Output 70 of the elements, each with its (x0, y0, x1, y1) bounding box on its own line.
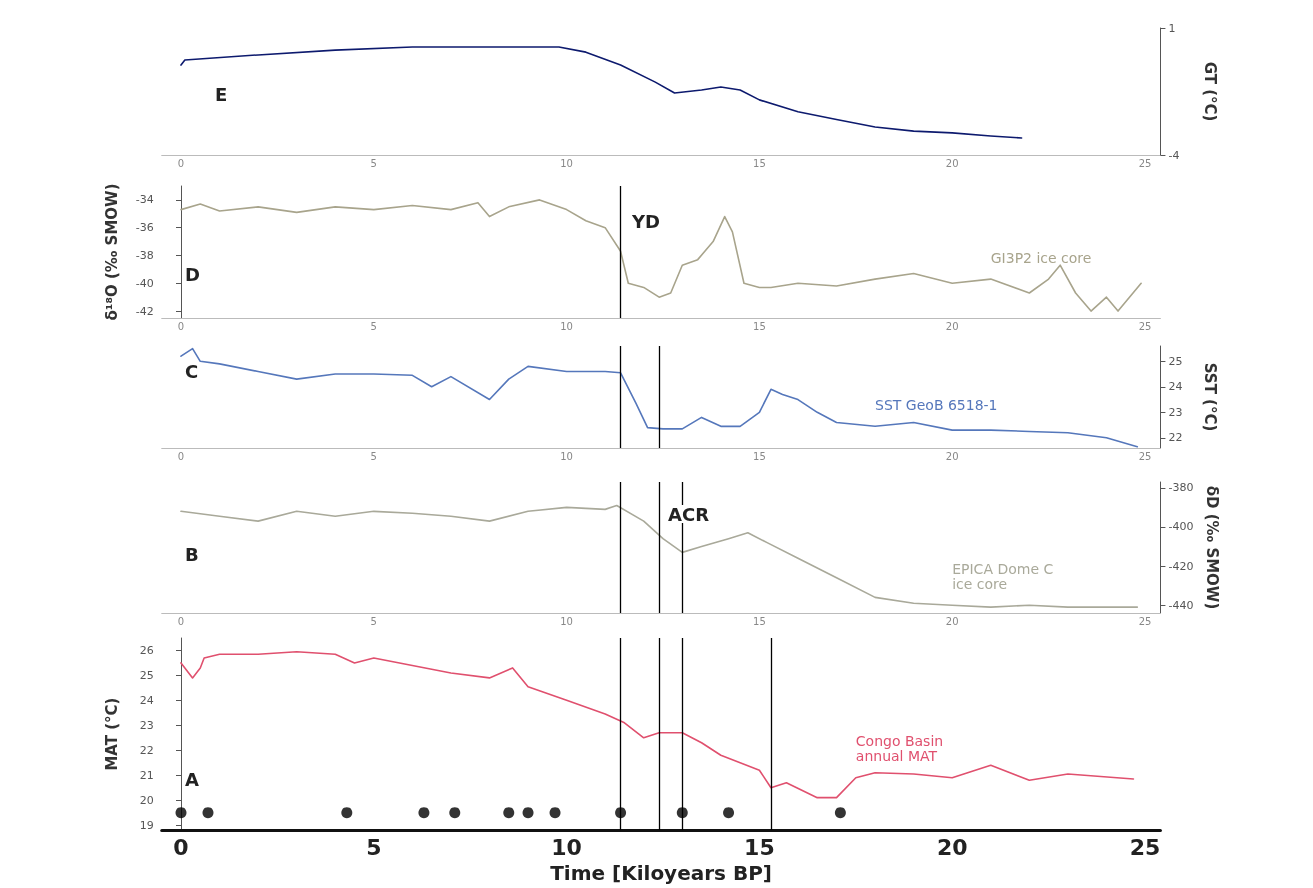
annotation: C (185, 360, 199, 382)
x-tick-label: 0 (177, 615, 185, 627)
x-tick-label: 15 (753, 157, 766, 169)
x-tick-label: 15 (753, 450, 766, 462)
x-tick-label: 25 (1138, 615, 1152, 627)
x-axis-title: Time [Kiloyears BP] (550, 861, 772, 885)
series-label: SST GeoB 6518-1 (875, 396, 998, 413)
y2-tick-label: 23 (1168, 405, 1183, 419)
x-tick-label: 15 (744, 834, 775, 860)
y-tick-label: -42 (135, 304, 154, 318)
annotation: ACR (668, 503, 710, 525)
y-axis-title: δ¹⁸O (‰ SMOW) (103, 183, 122, 321)
y2-tick-label: -440 (1168, 598, 1194, 612)
y2-tick-label: 24 (1168, 380, 1183, 394)
y-tick-label: -36 (135, 221, 154, 235)
y-tick-label: 23 (139, 718, 154, 732)
annotation: YD (631, 210, 660, 232)
y-tick-label: 21 (139, 768, 154, 782)
annotation: D (185, 263, 200, 285)
x-tick-label: 10 (560, 450, 573, 462)
x-tick-label: 25 (1138, 320, 1152, 332)
y-tick-label: 25 (139, 668, 154, 682)
x-tick-label: 20 (945, 320, 959, 332)
y-axis-title: MAT (°C) (103, 697, 122, 771)
y2-tick-label: -380 (1168, 481, 1194, 495)
x-tick-label: 20 (936, 834, 968, 860)
x-tick-label: 10 (560, 320, 573, 332)
annotation: A (185, 768, 199, 790)
x-tick-label: 10 (560, 157, 573, 169)
x-tick-label: 5 (370, 320, 377, 332)
y2-tick-label: 1 (1168, 21, 1176, 35)
x-tick-label: 10 (551, 834, 582, 860)
y2-tick-label: -4 (1168, 148, 1180, 162)
y2-axis-title: GT (°C) (1200, 61, 1219, 122)
x-tick-label: 25 (1138, 450, 1152, 462)
x-tick-label: 25 (1138, 157, 1152, 169)
y-tick-label: 24 (139, 693, 154, 707)
y-tick-label: 26 (139, 643, 154, 657)
y2-tick-label: -420 (1168, 559, 1194, 573)
annotation: E (215, 83, 228, 105)
y2-tick-label: 25 (1168, 354, 1183, 368)
y2-tick-label: -400 (1168, 520, 1194, 534)
y2-axis-title: SST (°C) (1200, 362, 1219, 432)
x-tick-label: 0 (177, 320, 185, 332)
series-label: Congo Basin annual MAT (855, 733, 944, 765)
x-tick-label: 5 (366, 834, 382, 860)
x-tick-label: 0 (173, 834, 189, 860)
x-tick-label: 0 (177, 157, 185, 169)
y-tick-label: -38 (135, 248, 154, 262)
y-tick-label: 22 (139, 743, 154, 757)
y-tick-label: -34 (135, 193, 154, 207)
y-tick-label: -40 (135, 276, 154, 290)
x-tick-label: 5 (370, 615, 377, 627)
x-tick-label: 5 (370, 157, 377, 169)
x-tick-label: 0 (177, 450, 185, 462)
y-tick-label: 20 (139, 793, 154, 807)
x-tick-label: 10 (560, 615, 573, 627)
x-tick-label: 20 (945, 157, 959, 169)
x-tick-label: 25 (1129, 834, 1161, 860)
annotation: B (185, 543, 199, 565)
x-tick-label: 20 (945, 615, 959, 627)
y-tick-label: 19 (139, 818, 154, 832)
series-label: GI3P2 ice core (990, 249, 1092, 266)
y2-tick-label: 22 (1168, 431, 1183, 445)
x-tick-label: 20 (945, 450, 959, 462)
x-tick-label: 5 (370, 450, 377, 462)
y2-axis-title: δD (‰ SMOW) (1202, 485, 1221, 610)
x-tick-label: 15 (753, 615, 766, 627)
x-tick-label: 15 (753, 320, 766, 332)
series-label: EPICA Dome C ice core (952, 560, 1054, 592)
